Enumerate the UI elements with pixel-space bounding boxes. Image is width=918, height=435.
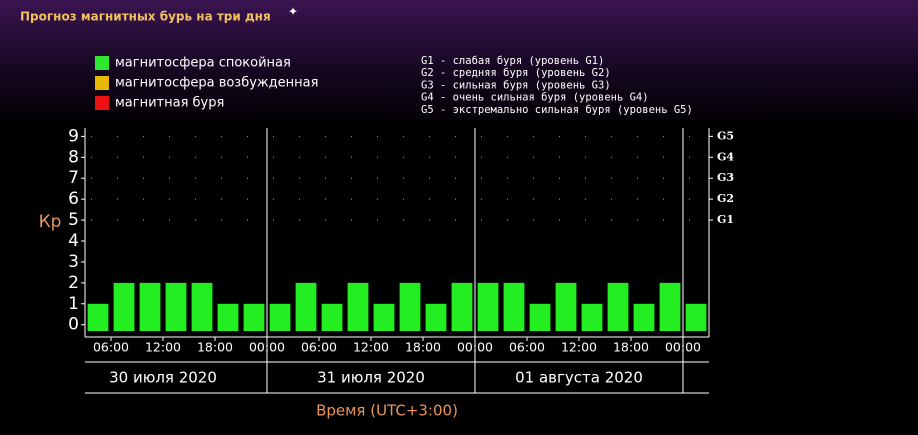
y-tick-label: 6 (68, 189, 79, 209)
y-tick-label: 2 (68, 273, 79, 293)
bar (373, 303, 395, 331)
g-scale-note: G5 - экстремально сильная буря (уровень … (421, 104, 693, 116)
y2-tick-label: G5 (717, 129, 734, 142)
g-scale-note: G1 - слабая буря (уровень G1) (421, 55, 604, 67)
date-label: 01 августа 2020 (515, 369, 643, 387)
bar (295, 282, 317, 331)
legend-swatch (95, 56, 109, 70)
bar (87, 303, 109, 331)
bar (113, 282, 135, 331)
page-title: Прогноз магнитных бурь на три дня (20, 10, 271, 24)
y-tick-label: 1 (68, 294, 79, 314)
y2-tick-label: G3 (717, 171, 734, 184)
y2-tick-label: G1 (717, 213, 734, 226)
x-tick-label: 18:00 (613, 340, 649, 355)
bar (165, 282, 187, 331)
bar (503, 282, 525, 331)
y-tick-label: 0 (68, 315, 79, 335)
g-scale-note: G4 - очень сильная буря (уровень G4) (421, 92, 649, 104)
x-axis-title: Время (UTC+3:00) (316, 402, 458, 420)
y-tick-label: 5 (68, 210, 79, 230)
legend-label: магнитная буря (115, 96, 224, 111)
bar (139, 282, 161, 331)
bar (191, 282, 213, 331)
bar (581, 303, 603, 331)
bar (685, 303, 707, 331)
bar (321, 303, 343, 331)
x-tick-label: 18:00 (405, 340, 441, 355)
y-tick-label: 7 (68, 168, 79, 188)
date-label: 30 июля 2020 (109, 369, 217, 387)
star: ✦ (288, 5, 298, 19)
y-tick-label: 3 (68, 252, 79, 272)
bar (477, 282, 499, 331)
date-label: 31 июля 2020 (317, 369, 425, 387)
bar (659, 282, 681, 331)
legend-label: магнитосфера возбужденная (115, 76, 318, 91)
legend-swatch (95, 76, 109, 90)
x-tick-label: 00:00 (249, 340, 285, 355)
bar (425, 303, 447, 331)
bar (217, 303, 239, 331)
x-tick-label: 06:00 (509, 340, 545, 355)
bar (555, 282, 577, 331)
bar (451, 282, 473, 331)
g-scale-note: G2 - средняя буря (уровень G2) (421, 67, 611, 79)
x-tick-label: 06:00 (93, 340, 129, 355)
bar (529, 303, 551, 331)
y-tick-label: 9 (68, 126, 79, 146)
x-tick-label: 18:00 (197, 340, 233, 355)
bar (269, 303, 291, 331)
y-tick-label: 4 (68, 231, 79, 251)
bar (607, 282, 629, 331)
y-axis-title: Кр (39, 212, 62, 232)
x-tick-label: 12:00 (145, 340, 181, 355)
x-tick-label: 12:00 (561, 340, 597, 355)
bar (399, 282, 421, 331)
x-tick-label: 12:00 (353, 340, 389, 355)
x-tick-label: 00:00 (457, 340, 493, 355)
x-tick-label: 00:00 (665, 340, 701, 355)
y2-tick-label: G4 (717, 150, 734, 163)
g-scale-note: G3 - сильная буря (уровень G3) (421, 79, 611, 91)
bar (347, 282, 369, 331)
background (0, 0, 918, 130)
legend-label: магнитосфера спокойная (115, 56, 291, 71)
y-tick-label: 8 (68, 147, 79, 167)
legend-swatch (95, 96, 109, 110)
background-lower (0, 120, 918, 435)
bar (243, 303, 265, 331)
y2-tick-label: G2 (717, 192, 734, 205)
x-tick-label: 06:00 (301, 340, 337, 355)
bar (633, 303, 655, 331)
